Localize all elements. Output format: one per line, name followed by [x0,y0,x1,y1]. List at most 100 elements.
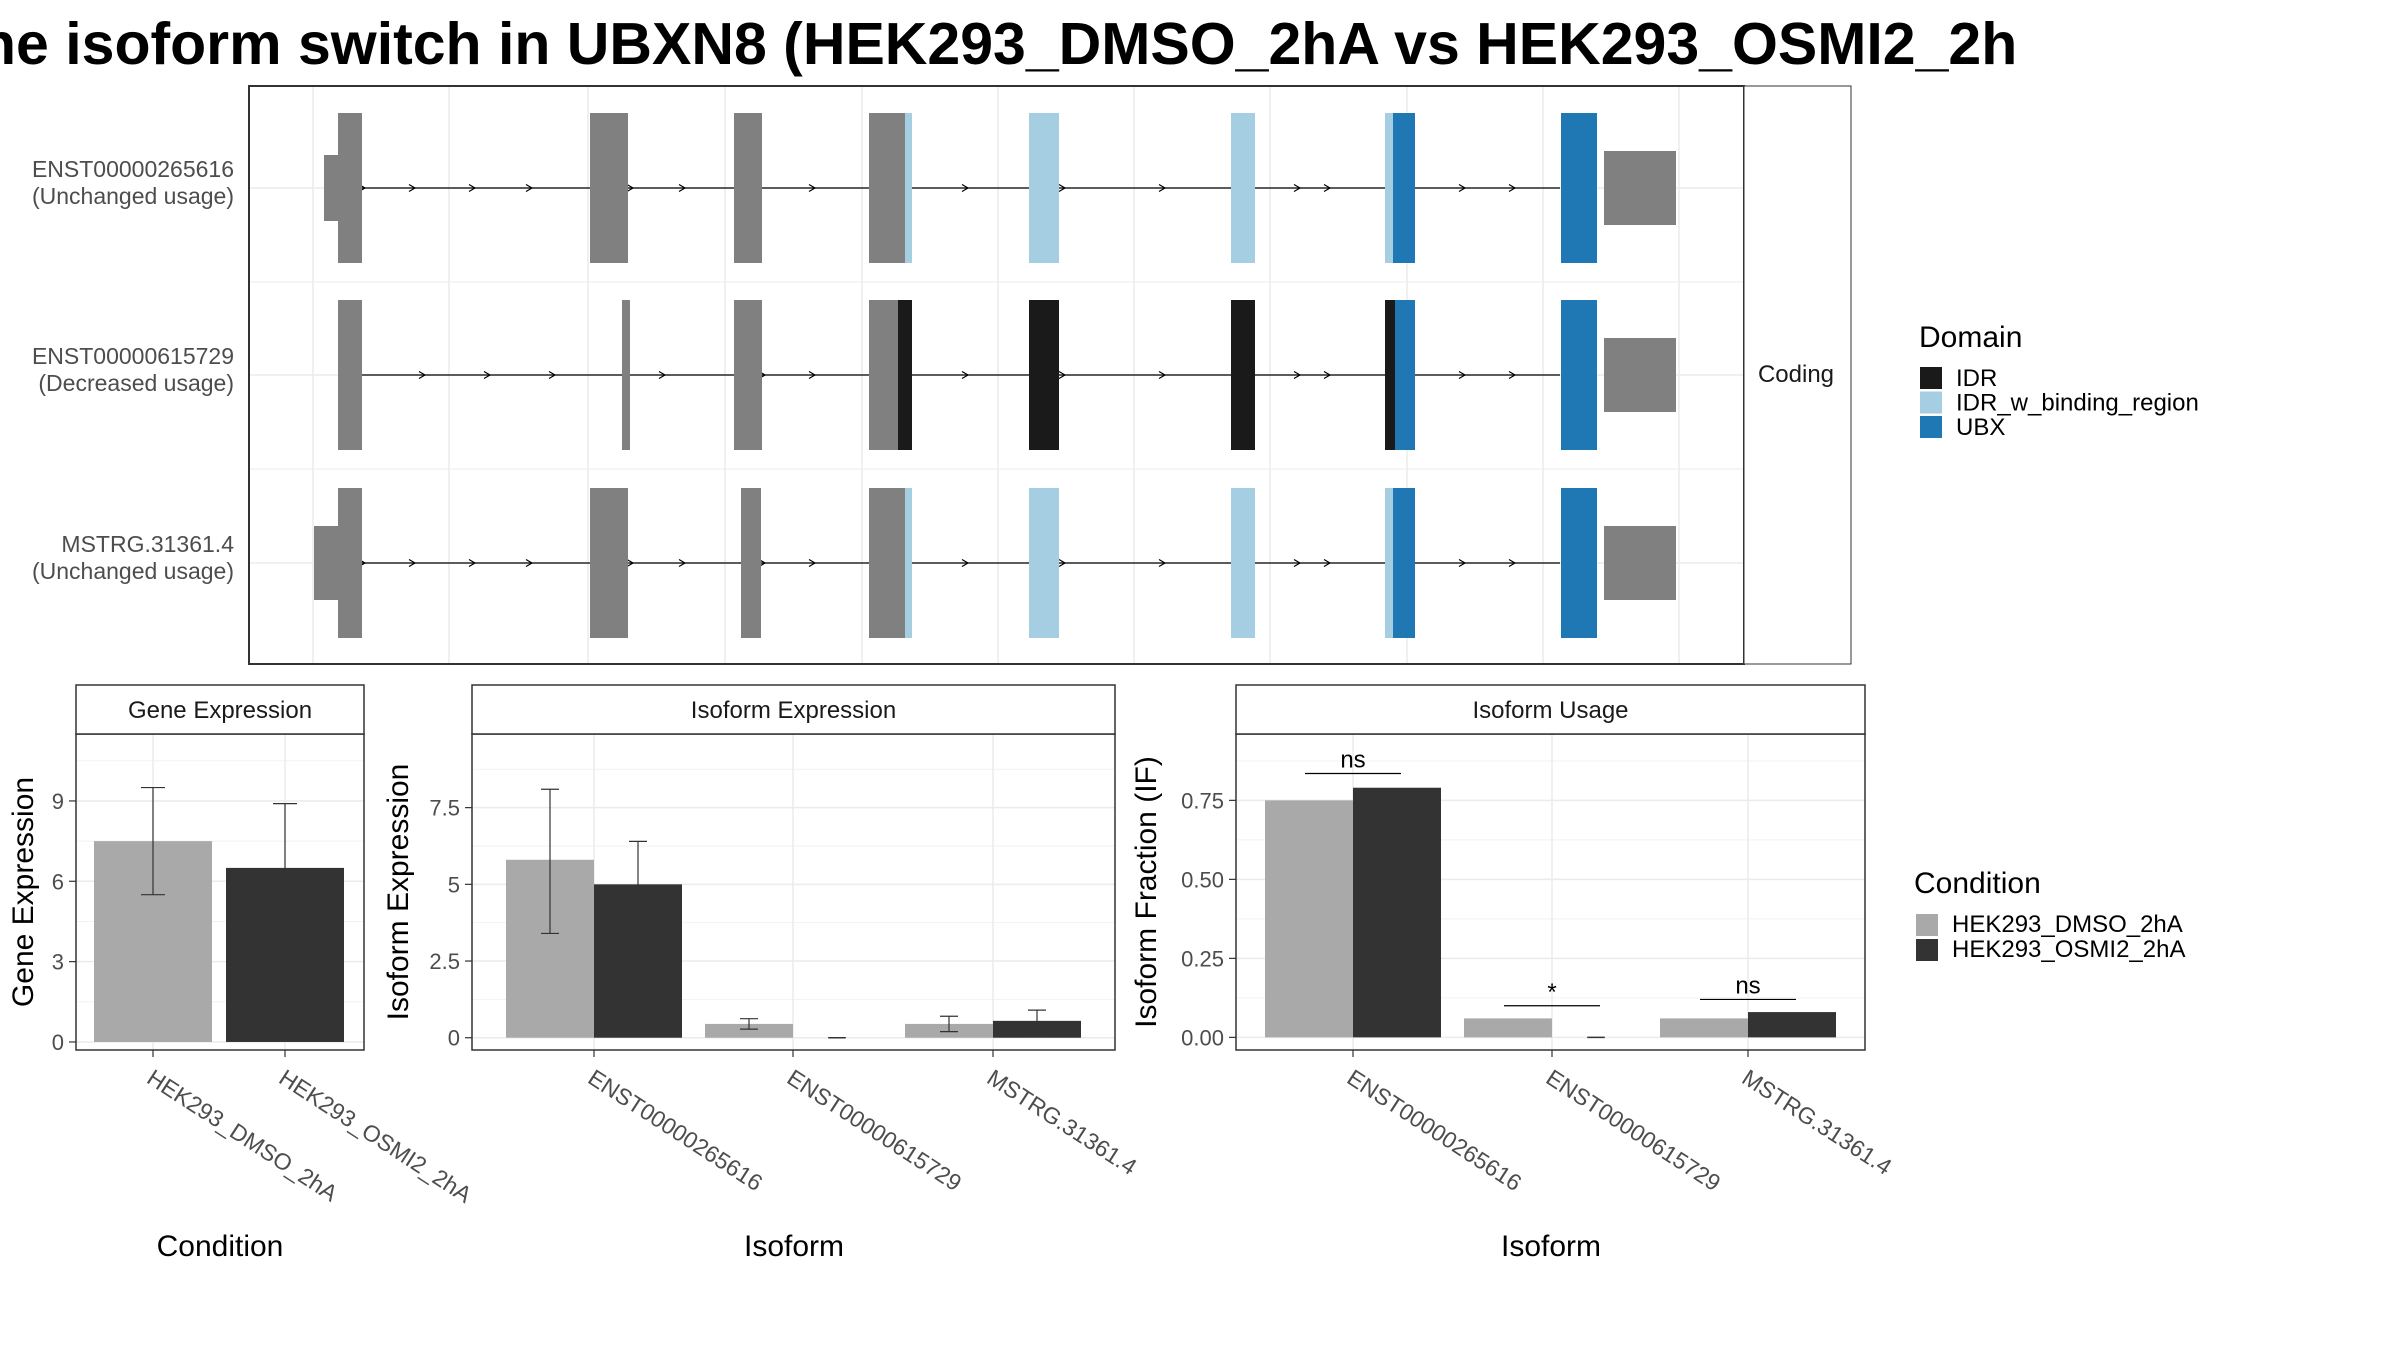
isoform-label-id: ENST00000615729 [32,343,234,369]
exon-block [741,488,761,638]
exon-block [590,488,628,638]
isoform-usage-significance-label: ns [1340,747,1365,774]
domain-legend-swatch [1920,367,1942,389]
exon-block [734,300,762,450]
isoform-expression-strip-title: Isoform Expression [691,697,896,724]
intron-direction-arrow [418,370,427,380]
intron-direction-arrow [1508,558,1517,568]
intron-direction-arrow [525,558,534,568]
domain-legend-label: UBX [1956,414,2005,441]
domain-idr-w-binding-region [1385,488,1393,638]
isoform-expression-y-tick-label: 7.5 [429,796,460,821]
intron-direction-arrow [1158,370,1167,380]
intron-direction-arrow [1323,183,1332,193]
coding-strip-label: Coding [1758,361,1834,388]
intron-direction-arrow [468,558,477,568]
isoform-usage-x-axis-title: Isoform [1501,1230,1601,1263]
isoform-label-usage: (Decreased usage) [38,370,234,396]
intron-direction-arrow [1293,558,1302,568]
exon-block [622,300,630,450]
domain-idr-w-binding-region [1231,488,1255,638]
exon-block [590,113,628,263]
intron-direction-arrow [1323,370,1332,380]
domain-legend-swatch [1920,416,1942,438]
intron-direction-arrow [626,558,635,568]
domain-ubx [1561,300,1597,450]
isoform-label-id: MSTRG.31361.4 [61,531,234,557]
isoform-expression-y-tick-label: 5 [448,872,460,897]
intron-direction-arrow [1458,558,1467,568]
domain-ubx [1393,113,1415,263]
intron-direction-arrow [658,370,667,380]
gene-expression-y-tick-label: 9 [52,789,64,814]
intron-direction-arrow [1158,183,1167,193]
exon-block [869,113,905,263]
isoform-usage-significance-label: * [1547,979,1556,1006]
isoform-label-usage: (Unchanged usage) [32,558,234,584]
intron-direction-arrow [1323,558,1332,568]
coding-strip [1743,85,1852,665]
domain-legend-label: IDR [1956,365,1997,392]
isoform-usage-bar [1353,787,1441,1038]
exon-block [1604,151,1676,225]
gene-expression-strip-title: Gene Expression [128,697,312,724]
isoform-expression-y-tick-label: 0 [448,1026,460,1051]
isoform-label-usage: (Unchanged usage) [32,183,234,209]
isoform-expression-panel: Isoform Expression 0 2.5 5 7.5 ENST0000026561… [382,684,1142,1263]
isoform-usage-bar [1265,800,1353,1038]
gene-expression-y-tick-label: 3 [52,950,64,975]
domain-idr-w-binding-region [905,113,912,263]
gene-expression-x-axis-title: Condition [157,1230,284,1263]
domain-ubx [1561,113,1597,263]
intron-direction-arrow [1508,370,1517,380]
intron-direction-arrow [808,558,817,568]
intron-direction-arrow [1293,370,1302,380]
isoform-usage-strip [1235,684,1866,735]
isoform-usage-bar [1660,1018,1748,1038]
isoform-usage-y-tick-label: 0.25 [1181,946,1224,971]
intron-direction-arrow [408,183,417,193]
domain-idr-w-binding-region [1029,488,1059,638]
intron-direction-arrow [961,370,970,380]
exon-block [338,300,362,450]
isoform-expression-y-axis-title: Isoform Expression [382,764,415,1021]
isoform-usage-strip-title: Isoform Usage [1472,697,1628,724]
intron-direction-arrow [1458,370,1467,380]
domain-idr-w-binding-region [1231,113,1255,263]
domain-legend-title: Domain [1919,321,2022,354]
condition-legend-label: HEK293_OSMI2_2hA [1952,936,2185,963]
isoform-usage-x-tick-label: MSTRG.31361.4 [1738,1064,1897,1180]
intron-direction-arrow [1508,183,1517,193]
isoform-expression-x-tick-label: ENST00000265616 [584,1064,768,1196]
gene-expression-y-axis-title: Gene Expression [7,777,40,1007]
intron-direction-arrow [1058,558,1067,568]
intron-direction-arrow [626,183,635,193]
intron-direction-arrow [1458,183,1467,193]
isoform-expression-bar [705,1023,793,1038]
exon-block [338,113,362,263]
intron-direction-arrow [961,558,970,568]
domain-idr [1231,300,1255,450]
gene-expression-y-tick-label: 0 [52,1030,64,1055]
exon-block [338,488,362,638]
isoform-usage-y-tick-label: 0.50 [1181,867,1224,892]
domain-legend-swatch [1920,391,1942,414]
intron-direction-arrow [483,370,492,380]
domain-idr-w-binding-region [1385,113,1393,263]
condition-legend-title: Condition [1914,867,2041,900]
intron-direction-arrow [678,558,687,568]
isoform-usage-y-axis-title: Isoform Fraction (IF) [1130,756,1163,1028]
intron-direction-arrow [1158,558,1167,568]
domain-idr [1029,300,1059,450]
domain-idr-w-binding-region [1029,113,1059,263]
isoform-usage-y-tick-label: 0.00 [1181,1025,1224,1050]
domain-ubx [1393,488,1415,638]
intron-direction-arrow [548,370,557,380]
exon-block [734,113,762,263]
intron-direction-arrow [961,183,970,193]
intron-direction-arrow [678,183,687,193]
domain-idr [1385,300,1395,450]
